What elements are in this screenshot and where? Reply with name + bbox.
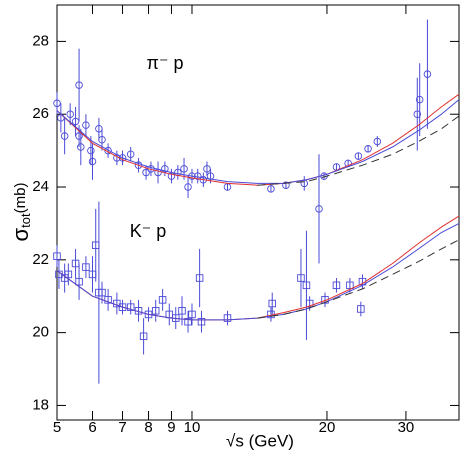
data-point — [77, 143, 85, 151]
plot-frame — [56, 4, 460, 421]
data-point — [332, 281, 341, 290]
data-point — [357, 305, 365, 313]
data-point — [305, 299, 314, 308]
data-point — [423, 70, 432, 78]
data-point — [373, 137, 382, 146]
x-tick-label: 7 — [118, 419, 126, 436]
y-tick-label: 24 — [32, 178, 49, 195]
data-point — [267, 185, 275, 193]
data-point — [178, 307, 186, 315]
data-point — [75, 132, 83, 140]
data-point — [197, 317, 206, 326]
data-point — [180, 165, 188, 173]
y-tick-label: 22 — [32, 251, 49, 268]
y-label-unit: (mb) — [12, 183, 29, 214]
data-point — [151, 307, 160, 315]
data-point — [346, 281, 354, 290]
data-point — [64, 270, 73, 279]
y-tick-label: 28 — [32, 32, 49, 49]
x-tick-label: 20 — [319, 419, 336, 436]
fit-curve — [56, 93, 460, 186]
data-point — [184, 183, 192, 191]
x-axis-label: √s (GeV) — [226, 431, 294, 450]
data-point — [126, 303, 135, 311]
y-tick-label: 18 — [32, 396, 49, 413]
y-axis-label: σtot(mb) — [8, 183, 34, 242]
y-tick-label: 26 — [32, 105, 49, 122]
y-label-symbol: σ — [8, 227, 33, 241]
data-point — [302, 281, 311, 290]
annotation: K⁻ p — [130, 221, 167, 241]
fit-curve — [257, 115, 460, 186]
data-point — [75, 81, 83, 89]
data-point — [104, 296, 112, 304]
x-tick-label: 10 — [184, 419, 201, 436]
data-point — [158, 296, 167, 304]
data-point — [118, 303, 127, 311]
data-point — [413, 110, 422, 118]
y-tick-label: 20 — [32, 324, 49, 341]
data-point — [82, 121, 90, 129]
x-tick-label: 9 — [167, 419, 175, 436]
data-point — [53, 252, 61, 260]
x-tick-label: 30 — [398, 419, 415, 436]
y-label-subscript: tot — [18, 213, 33, 228]
data-point — [98, 288, 106, 297]
data-point — [104, 146, 112, 155]
data-point — [315, 205, 323, 213]
data-point — [142, 168, 150, 177]
data-point — [297, 274, 305, 282]
fit-curve — [56, 99, 460, 184]
data-point — [87, 146, 95, 155]
data-point — [188, 310, 196, 319]
data-point — [354, 152, 363, 160]
data-point — [282, 181, 290, 189]
data-point — [82, 263, 90, 271]
data-point — [321, 296, 329, 304]
data-point — [268, 299, 276, 308]
data-point — [60, 132, 69, 140]
x-tick-label: 5 — [53, 419, 61, 436]
data-point — [195, 274, 204, 282]
fit-curve — [257, 239, 460, 319]
data-point — [184, 317, 192, 326]
data-point — [139, 332, 148, 341]
data-point — [98, 135, 106, 144]
data-point — [75, 277, 83, 286]
data-point — [66, 110, 74, 118]
x-tick-label: 6 — [88, 419, 96, 436]
data-point — [415, 95, 424, 104]
data-point — [88, 157, 97, 166]
data-point — [126, 150, 135, 159]
data-point — [161, 165, 169, 173]
data-point — [188, 172, 196, 180]
annotation: π⁻ p — [147, 53, 184, 73]
data-point — [53, 99, 61, 108]
x-tick-label: 8 — [144, 419, 152, 436]
data-point — [364, 145, 372, 153]
data-point — [223, 314, 232, 322]
